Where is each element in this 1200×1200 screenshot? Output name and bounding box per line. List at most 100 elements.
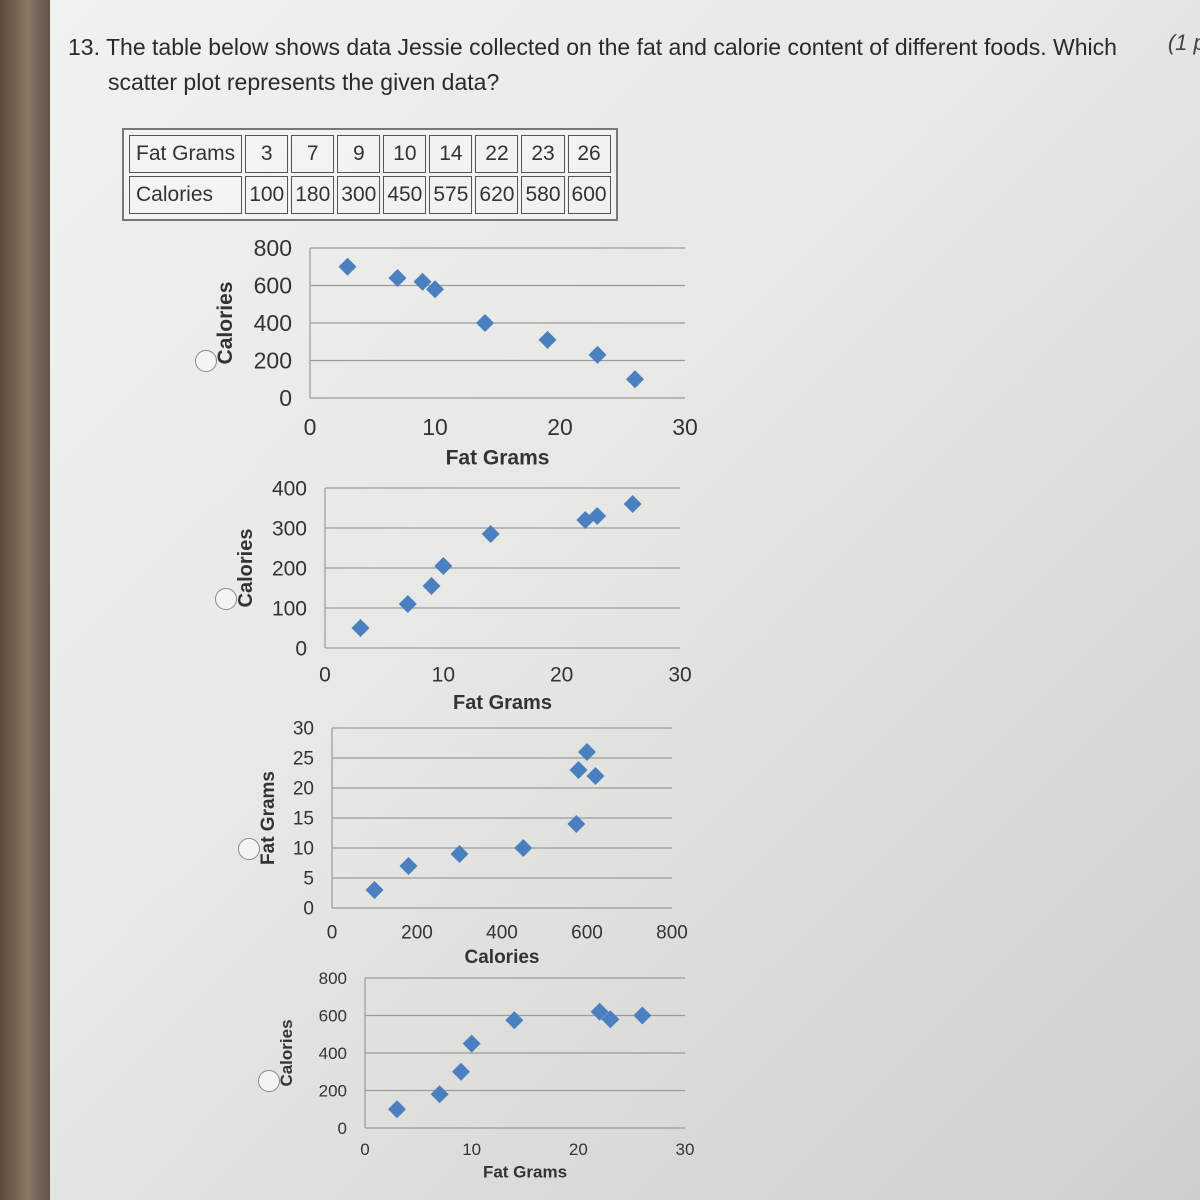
x-tick-label: 0 [360,1140,369,1159]
y-tick-label: 100 [272,597,307,620]
y-tick-label: 25 [293,749,314,770]
points-label: (1 po [1167,30,1200,55]
table-cell: 10 [383,135,427,173]
table-cell: 300 [337,176,381,214]
data-point [351,619,370,637]
x-tick-label: 10 [462,1140,481,1159]
question-text: 13. The table below shows data Jessie col… [68,30,1128,100]
data-point [567,815,586,833]
data-point [434,557,453,575]
data-point [514,839,533,857]
data-point [623,495,642,513]
x-tick-label: 30 [676,1140,695,1159]
scatter-plot-svg: 0 200 400 600 800 0 10 20 30 Fat Grams Calories [214,235,698,470]
scatter-plot-svg: 0 5 10 15 20 25 30 0 200 400 600 800 Calories Fat Gra… [258,719,688,968]
x-tick-label: 20 [547,414,573,440]
x-tick-label: 600 [571,922,603,943]
x-tick-label: 20 [569,1140,588,1159]
table-cell: 9 [337,135,381,173]
y-tick-label: 30 [293,719,314,740]
data-point [588,507,607,525]
y-tick-label: 800 [254,235,292,261]
x-axis-title: Fat Grams [446,447,550,470]
data-point [588,345,607,364]
x-axis-title: Calories [465,947,540,968]
option-d-radio[interactable] [258,1070,280,1092]
x-tick-label: 0 [304,414,317,440]
data-point [388,269,407,287]
data-point [430,1085,449,1104]
y-tick-label: 200 [319,1081,347,1100]
x-tick-label: 200 [401,922,433,943]
data-point [388,1100,406,1119]
x-tick-label: 10 [422,414,448,440]
data-point [569,761,588,779]
data-point [601,1010,620,1029]
x-tick-label: 800 [656,922,688,943]
table-header-calories: Calories [129,176,243,214]
data-point [481,525,500,543]
data-point [422,577,441,595]
table-cell: 26 [567,135,611,173]
data-point [476,314,494,332]
option-b-radio[interactable] [215,588,237,610]
x-tick-label: 30 [668,664,691,687]
y-axis-title: Calories [235,529,257,608]
table-cell: 7 [291,135,335,173]
y-tick-label: 0 [303,899,314,920]
data-point [590,1002,609,1021]
data-point [426,280,444,299]
x-axis-title: Fat Grams [483,1162,567,1181]
y-tick-label: 10 [293,839,314,860]
table-cell: 450 [383,176,427,214]
data-point [413,272,432,291]
y-tick-label: 200 [272,557,307,580]
table-row-fat: Fat Grams 3 7 9 10 14 22 23 26 [129,135,611,173]
data-table: Fat Grams 3 7 9 10 14 22 23 26 Calories … [122,128,618,221]
y-tick-label: 400 [319,1044,347,1063]
option-c-radio[interactable] [238,838,260,860]
y-tick-label: 20 [293,779,314,800]
y-tick-label: 0 [295,637,307,660]
data-point [586,767,605,785]
y-tick-label: 300 [272,517,307,540]
data-point [450,845,469,863]
scatter-plot-b: 0 100 200 300 400 0 10 20 30 Fat Grams Calories [220,472,780,717]
data-point [462,1034,481,1053]
y-axis-title: Fat Grams [258,771,279,865]
data-point [398,595,417,613]
scatter-plot-c: 0 5 10 15 20 25 30 0 200 400 600 800 Calories Fat Gra… [242,712,802,968]
table-cell: 22 [475,135,519,173]
question-line-1: The table below shows data Jessie collec… [106,34,1117,60]
data-point [578,743,596,761]
scatter-plot-d: 0 200 400 600 800 0 10 20 30 Fat Grams Calories [260,964,780,1194]
data-point [538,330,557,349]
data-point [505,1011,524,1030]
table-cell: 180 [291,176,335,214]
x-tick-label: 10 [432,664,455,687]
y-tick-label: 15 [293,809,314,830]
scatter-plot-svg: 0 100 200 300 400 0 10 20 30 Fat Grams Calories [235,477,692,714]
data-point [576,511,595,529]
data-point [365,881,384,899]
question-number: 13. [68,34,100,60]
y-tick-label: 600 [254,273,292,299]
option-a-radio[interactable] [195,350,217,372]
y-axis-title: Calories [277,1019,296,1086]
y-tick-label: 600 [319,1006,347,1025]
y-axis-title: Calories [214,282,237,365]
data-point [399,857,418,875]
y-tick-label: 800 [319,969,347,988]
x-tick-label: 20 [550,664,573,687]
y-tick-label: 400 [254,310,292,336]
table-cell: 3 [245,135,289,173]
table-cell: 580 [521,176,565,214]
table-cell: 100 [245,176,289,214]
question-line-2: scatter plot represents the given data? [108,69,500,95]
table-cell: 23 [521,135,565,173]
y-tick-label: 400 [272,477,307,500]
table-row-calories: Calories 100 180 300 450 575 620 580 600 [129,176,611,214]
table-cell: 620 [475,176,519,214]
data-point [626,370,644,389]
screen: 13. The table below shows data Jessie col… [50,0,1200,1200]
